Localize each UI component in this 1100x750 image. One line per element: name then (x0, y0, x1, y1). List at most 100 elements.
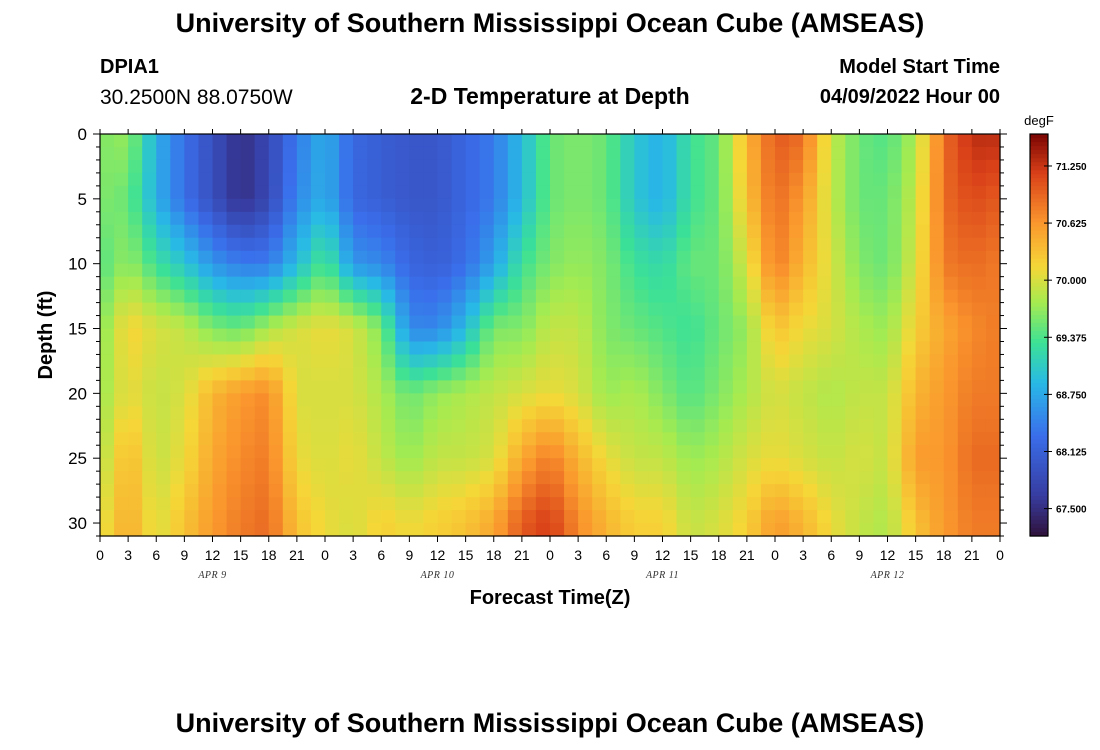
heatmap-cell (775, 445, 790, 459)
heatmap-cell (690, 134, 706, 148)
heatmap-cell (254, 510, 270, 524)
heatmap-cell (564, 458, 579, 472)
heatmap-cell (985, 276, 1001, 291)
heatmap-cell (817, 134, 832, 148)
heatmap-cell (704, 484, 720, 498)
heatmap-cell (845, 172, 860, 187)
heatmap-cell (606, 328, 621, 343)
heatmap-cell (775, 432, 790, 446)
x-tick-label: 15 (233, 547, 249, 563)
heatmap-cell (929, 523, 945, 537)
heatmap-cell (310, 276, 326, 291)
heatmap-cell (170, 211, 185, 226)
heatmap-cell (915, 302, 931, 317)
heatmap-cell (423, 341, 439, 356)
heatmap-cell (718, 393, 734, 407)
heatmap-cell (521, 445, 537, 459)
heatmap-cell (578, 263, 593, 278)
heatmap-cell (198, 224, 214, 239)
colorbar-segment (1030, 451, 1048, 457)
heatmap-cell (620, 172, 635, 187)
heatmap-cell (550, 471, 565, 485)
heatmap-cell (226, 406, 242, 420)
heatmap-cell (535, 354, 551, 369)
heatmap-cell (310, 445, 326, 459)
heatmap-cell (254, 354, 270, 369)
heatmap-cell (929, 315, 945, 330)
station-id: DPIA1 (100, 56, 159, 78)
heatmap-cell (845, 250, 860, 265)
heatmap-cell (100, 432, 115, 446)
y-axis-label: Depth (ft) (35, 291, 57, 380)
heatmap-cell (775, 289, 790, 304)
heatmap-cell (620, 289, 635, 304)
heatmap-cell (296, 380, 312, 394)
heatmap-cell (451, 211, 467, 226)
colorbar-segment (1030, 471, 1048, 477)
heatmap-cell (437, 250, 453, 265)
colorbar-segment (1030, 214, 1048, 220)
heatmap-cell (100, 445, 115, 459)
heatmap-cell (592, 250, 607, 265)
heatmap-cell (620, 341, 635, 356)
heatmap-cell (732, 211, 748, 226)
heatmap-cell (550, 354, 565, 369)
heatmap-cell (564, 198, 579, 213)
heatmap-cell (212, 328, 228, 343)
heatmap-cell (451, 510, 467, 524)
heatmap-cell (381, 367, 396, 381)
heatmap-cell (817, 484, 832, 498)
heatmap-cell (859, 172, 875, 187)
heatmap-cell (114, 237, 129, 252)
heatmap-cell (339, 497, 354, 511)
heatmap-cell (817, 237, 832, 252)
colorbar-segment (1030, 447, 1048, 453)
heatmap-cell (325, 146, 340, 161)
heatmap-cell (310, 367, 326, 381)
heatmap-cell (578, 250, 593, 265)
heatmap-cell (859, 276, 875, 291)
heatmap-cell (985, 510, 1001, 524)
colorbar-segment (1030, 395, 1048, 400)
heatmap-cell (142, 224, 157, 239)
colorbar-segment (1030, 519, 1048, 525)
heatmap-cell (381, 341, 396, 356)
heatmap-cell (184, 445, 200, 459)
colorbar-segment (1030, 282, 1048, 288)
heatmap-cell (760, 510, 776, 524)
heatmap-cell (648, 302, 664, 317)
heatmap-cell (170, 172, 185, 187)
heatmap-cell (662, 134, 678, 148)
heatmap-cell (507, 419, 523, 433)
heatmap-cell (732, 523, 748, 537)
heatmap-cell (915, 237, 931, 252)
heatmap-cell (831, 224, 846, 239)
heatmap-cell (184, 419, 200, 433)
heatmap-cell (184, 523, 200, 537)
heatmap-cell (957, 134, 973, 148)
heatmap-cell (718, 250, 734, 265)
heatmap-cell (676, 134, 692, 148)
heatmap-cell (310, 263, 326, 278)
heatmap-cell (676, 289, 692, 304)
heatmap-cell (381, 159, 396, 174)
heatmap-cell (901, 211, 917, 226)
heatmap-cell (240, 198, 256, 213)
heatmap-cell (395, 484, 410, 498)
heatmap-cell (971, 406, 987, 420)
heatmap-cell (353, 276, 368, 291)
heatmap-cell (310, 134, 326, 148)
heatmap-cell (325, 134, 340, 148)
heatmap-cell (929, 276, 945, 291)
heatmap-cell (606, 172, 621, 187)
heatmap-cell (142, 367, 157, 381)
heatmap-cell (521, 159, 537, 174)
heatmap-cell (367, 211, 382, 226)
heatmap-cell (142, 328, 157, 343)
heatmap-cell (142, 419, 157, 433)
heatmap-cell (226, 315, 242, 330)
heatmap-cell (535, 146, 551, 161)
heatmap-cell (170, 224, 185, 239)
heatmap-cell (240, 134, 256, 148)
heatmap-cell (423, 432, 439, 446)
